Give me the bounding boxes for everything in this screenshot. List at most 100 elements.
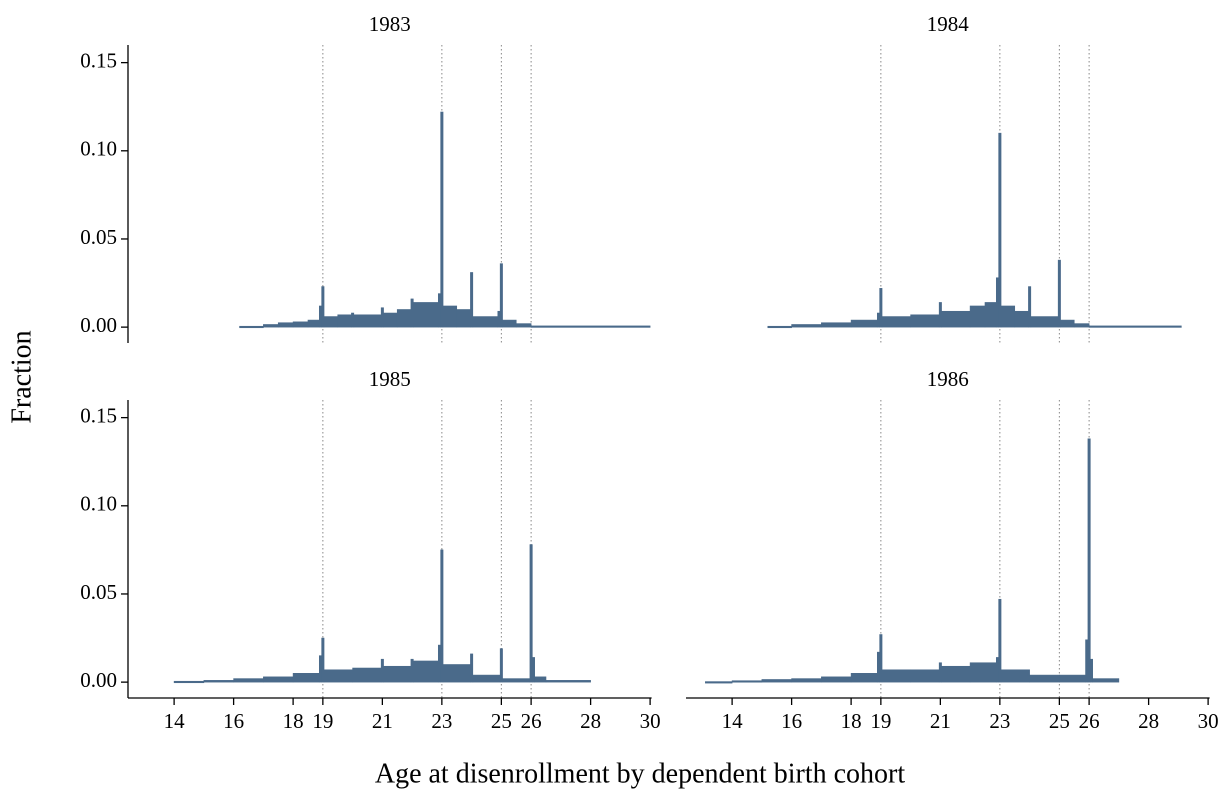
bar — [352, 667, 382, 683]
bar — [396, 309, 412, 328]
bar — [1060, 319, 1075, 328]
bar — [440, 111, 444, 328]
bar — [761, 679, 792, 683]
bar — [1088, 325, 1182, 328]
bar — [233, 678, 264, 683]
bar — [1030, 316, 1059, 328]
x-tick-label: 25 — [491, 709, 512, 733]
bar — [534, 676, 547, 683]
bar — [456, 309, 471, 328]
bar — [323, 669, 353, 683]
bar — [984, 302, 997, 328]
x-tick-label: 16 — [223, 709, 244, 733]
bar — [263, 676, 294, 683]
bar — [850, 319, 878, 328]
bar — [1059, 674, 1086, 683]
bar — [876, 651, 880, 683]
bar — [969, 305, 986, 328]
bar — [881, 669, 911, 683]
bar — [353, 314, 382, 328]
x-tick-label: 30 — [1198, 709, 1219, 733]
y-tick-label: 0.15 — [80, 48, 117, 72]
x-tick-label: 28 — [1138, 709, 1159, 733]
bar — [413, 660, 439, 683]
y-tick-label: 0.15 — [80, 403, 117, 427]
x-tick-label: 25 — [1049, 709, 1070, 733]
y-tick-label: 0.05 — [80, 225, 117, 249]
bar — [239, 325, 264, 329]
bar — [1073, 323, 1090, 328]
bar — [292, 673, 320, 683]
bar — [502, 678, 531, 683]
bar — [998, 132, 1002, 328]
x-tick-label: 18 — [841, 709, 862, 733]
bar — [941, 665, 971, 683]
x-tick-label: 23 — [431, 709, 452, 733]
bar — [263, 324, 279, 328]
bar — [351, 312, 355, 328]
bar — [879, 288, 883, 328]
bar — [529, 544, 533, 683]
bar — [731, 680, 763, 683]
x-tick-label: 30 — [640, 709, 661, 733]
bar — [876, 312, 880, 328]
panel-title: 1984 — [927, 12, 970, 36]
bar — [173, 680, 205, 684]
bar — [321, 637, 325, 683]
bar — [530, 325, 651, 328]
y-tick-label: 0.05 — [80, 580, 117, 604]
bar — [321, 286, 325, 328]
x-tick-label: 16 — [781, 709, 802, 733]
bar — [442, 664, 471, 683]
x-tick-label: 28 — [580, 709, 601, 733]
bar — [995, 657, 999, 683]
y-tick-label: 0.00 — [80, 313, 117, 337]
bar — [499, 263, 503, 328]
x-tick-label: 21 — [372, 709, 393, 733]
bar — [941, 310, 971, 328]
bar — [410, 298, 414, 328]
y-tick-label: 0.10 — [80, 492, 117, 516]
bar — [1000, 305, 1016, 328]
bar — [881, 316, 911, 328]
x-tick-label: 14 — [722, 709, 744, 733]
bar — [791, 678, 822, 683]
bar — [323, 316, 339, 328]
y-axis-title: Fraction — [6, 330, 37, 423]
bar — [938, 662, 942, 683]
bar — [497, 310, 501, 328]
bar — [1087, 438, 1091, 683]
panel-title: 1985 — [369, 367, 411, 391]
bar — [437, 293, 441, 328]
panel-title: 1983 — [369, 12, 411, 36]
bar — [1014, 310, 1029, 328]
bar — [472, 674, 501, 683]
bar — [850, 673, 878, 683]
bar — [879, 634, 883, 683]
bar — [380, 307, 384, 328]
bar — [969, 662, 997, 683]
x-tick-label: 18 — [283, 709, 304, 733]
bar — [910, 314, 940, 328]
x-tick-label: 26 — [521, 709, 542, 733]
bar — [277, 322, 294, 328]
bar — [413, 302, 439, 328]
bar — [470, 653, 474, 683]
bar — [1085, 639, 1089, 683]
bar — [1057, 259, 1061, 328]
bar — [515, 323, 532, 328]
bar — [767, 325, 792, 329]
bar — [440, 549, 444, 683]
bar — [383, 665, 412, 683]
bar — [502, 319, 517, 328]
bar — [437, 644, 441, 683]
bar — [938, 302, 942, 328]
y-tick-label: 0.00 — [80, 668, 117, 692]
bar — [1090, 658, 1093, 683]
bar — [1092, 678, 1120, 683]
x-tick-label: 14 — [164, 709, 186, 733]
x-axis-title: Age at disenrollment by dependent birth … — [375, 758, 906, 789]
bar — [203, 680, 234, 683]
bar — [995, 277, 999, 328]
